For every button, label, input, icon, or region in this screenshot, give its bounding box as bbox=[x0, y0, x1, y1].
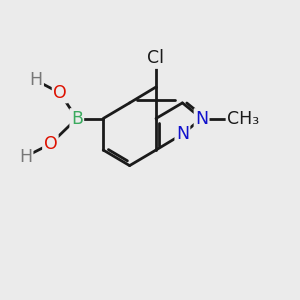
Text: O: O bbox=[44, 135, 57, 153]
Text: N: N bbox=[195, 110, 208, 128]
Text: Cl: Cl bbox=[148, 50, 164, 68]
Text: O: O bbox=[53, 84, 67, 102]
Text: N: N bbox=[176, 125, 189, 143]
Text: H: H bbox=[19, 148, 32, 166]
Text: B: B bbox=[71, 110, 83, 128]
Text: CH₃: CH₃ bbox=[226, 110, 259, 128]
Text: H: H bbox=[29, 71, 43, 89]
